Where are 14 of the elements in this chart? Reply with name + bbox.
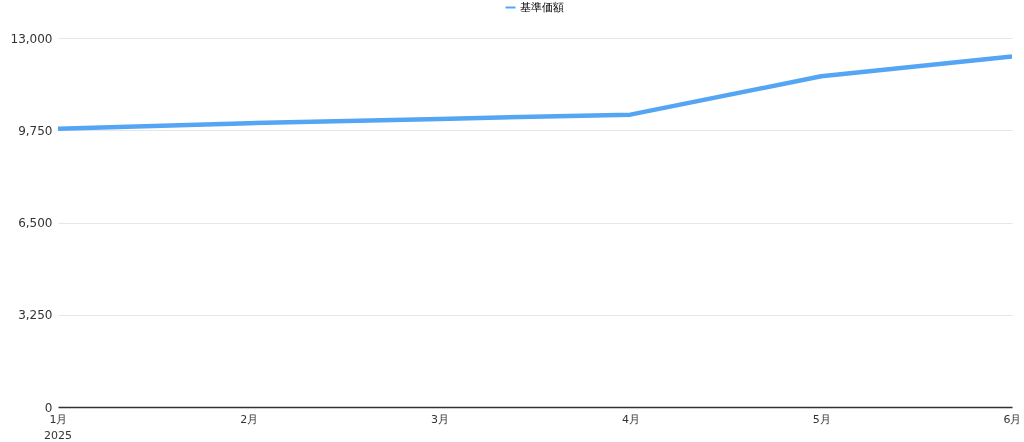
x-tick-label: 3月 xyxy=(431,412,450,426)
x-tick-label: 1月 xyxy=(49,412,68,426)
x-tick-label: 5月 xyxy=(812,412,831,426)
y-tick-label: 9,750 xyxy=(18,123,53,138)
y-tick-label: 13,000 xyxy=(10,31,53,46)
x-tick-label: 6月 xyxy=(1003,412,1022,426)
line-series xyxy=(58,54,1012,132)
y-tick-label: 0 xyxy=(44,400,53,415)
text: 2025 xyxy=(44,429,72,442)
y-tick-label: 3,250 xyxy=(18,308,53,323)
y-tick-label: 6,500 xyxy=(18,216,53,230)
x-tick-label: 2月 xyxy=(240,412,259,426)
legend-label: 基準価額 xyxy=(520,0,564,14)
x-tick-label: 4月 xyxy=(621,412,640,426)
